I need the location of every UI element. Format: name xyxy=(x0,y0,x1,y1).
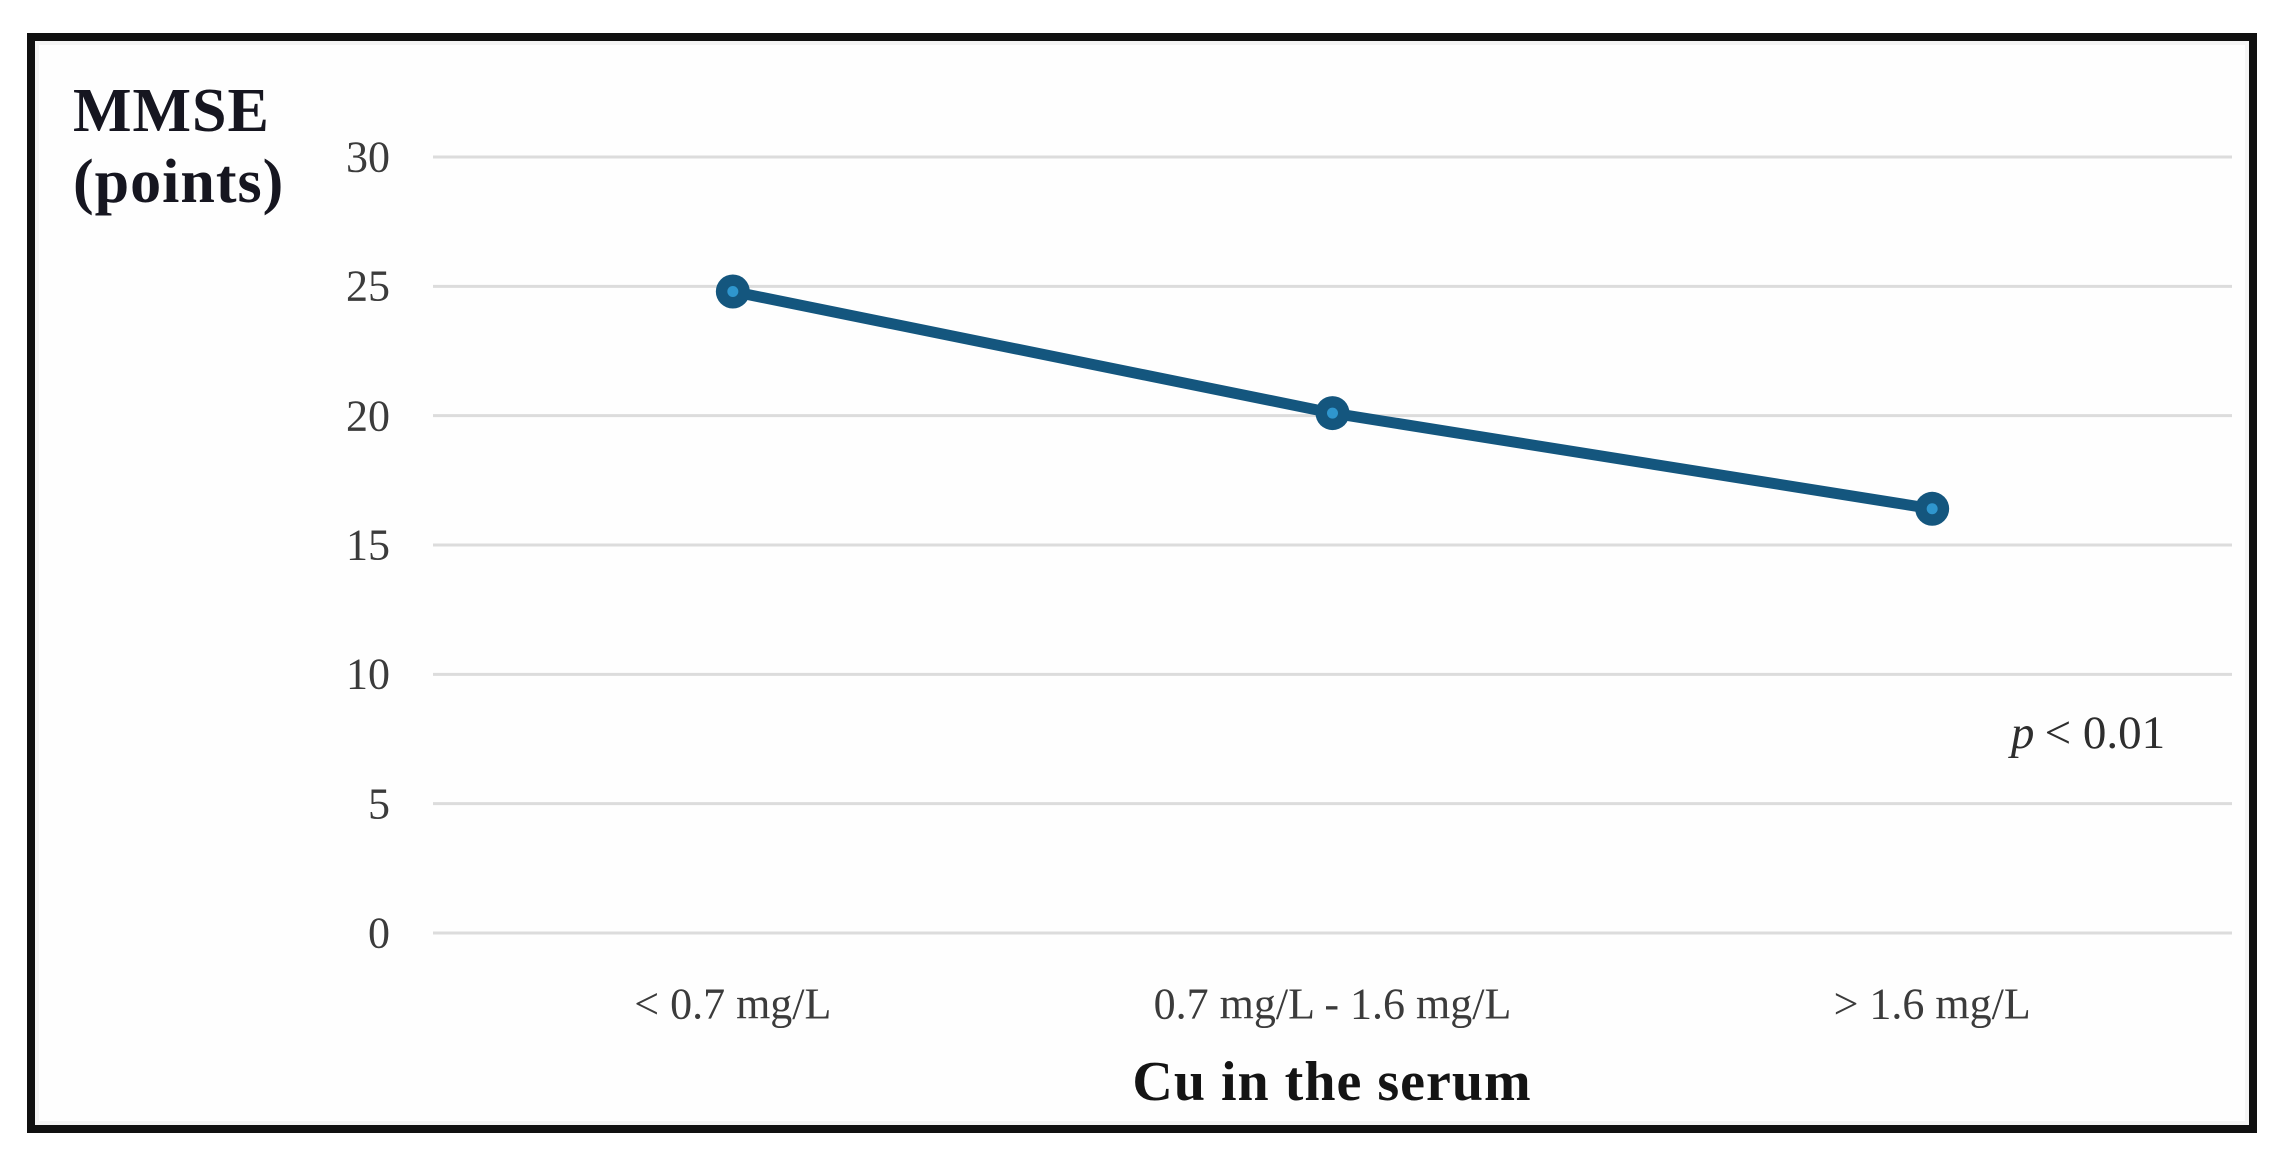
x-axis-title: Cu in the serum xyxy=(1132,1051,1532,1113)
x-tick-label-0: < 0.7 mg/L xyxy=(634,979,832,1029)
p-value-text: < 0.01 xyxy=(2044,707,2166,759)
data-point-center-0 xyxy=(727,286,739,298)
x-tick-label-2: > 1.6 mg/L xyxy=(1833,979,2031,1029)
y-tick-label-15: 15 xyxy=(346,520,390,570)
y-tick-label-20: 20 xyxy=(346,391,390,441)
y-axis-title-line1: MMSE xyxy=(73,77,270,145)
y-tick-label-5: 5 xyxy=(368,779,390,829)
figure-frame xyxy=(27,33,2257,1133)
y-tick-label-25: 25 xyxy=(346,261,390,311)
y-tick-label-0: 0 xyxy=(368,908,390,958)
data-point-center-2 xyxy=(1926,503,1938,515)
y-tick-label-30: 30 xyxy=(346,132,390,182)
p-symbol: p xyxy=(2010,707,2035,759)
series-layer xyxy=(715,274,1950,526)
y-axis-title-line2: (points) xyxy=(73,148,285,217)
data-point-center-1 xyxy=(1327,407,1338,419)
y-tick-label-10: 10 xyxy=(346,649,390,699)
y-axis-title: MMSE (points) xyxy=(73,76,284,219)
x-tick-label-1: 0.7 mg/L - 1.6 mg/L xyxy=(1153,979,1512,1029)
p-value-annotation: p < 0.01 xyxy=(2011,706,2165,760)
gridlines xyxy=(433,155,2232,935)
